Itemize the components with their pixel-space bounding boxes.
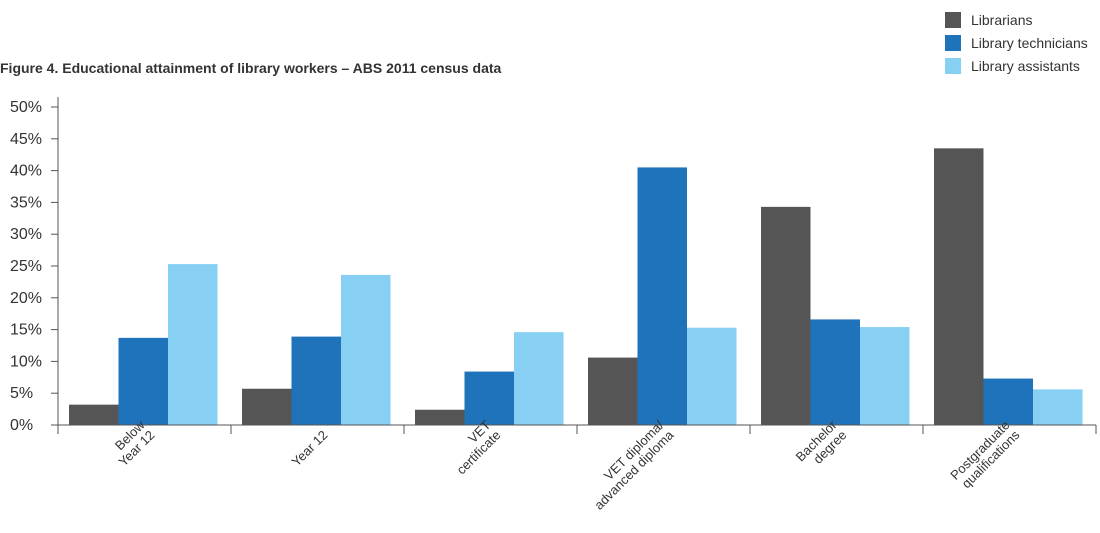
bar — [341, 274, 391, 425]
y-tick-label: 10% — [10, 353, 42, 370]
bar — [514, 332, 564, 425]
y-tick-label: 40% — [10, 163, 42, 180]
legend-swatch-library-technicians — [945, 34, 961, 51]
x-tick-label: Year 12 — [288, 427, 330, 469]
bar — [637, 167, 687, 426]
bar — [983, 378, 1033, 425]
y-tick-label: 35% — [10, 194, 42, 211]
y-tick-label: 45% — [10, 131, 42, 148]
y-tick-label: 50% — [10, 99, 42, 116]
bar — [588, 357, 638, 425]
legend: Librarians Library technicians Library a… — [945, 8, 1088, 77]
bar — [687, 327, 737, 425]
bar — [291, 336, 341, 425]
legend-label-librarians: Librarians — [971, 11, 1033, 28]
y-tick-label: 5% — [10, 385, 33, 402]
bar — [168, 264, 218, 425]
legend-item-library-technicians: Library technicians — [945, 31, 1088, 54]
legend-swatch-librarians — [945, 11, 961, 28]
legend-item-librarians: Librarians — [945, 8, 1088, 31]
legend-item-library-assistants: Library assistants — [945, 54, 1088, 77]
bar — [761, 206, 811, 425]
x-tick-label: VET diploma/advanced diploma — [591, 417, 677, 512]
y-tick-label: 25% — [10, 258, 42, 275]
legend-label-library-technicians: Library technicians — [971, 34, 1088, 51]
y-tick-label: 30% — [10, 226, 42, 243]
y-tick-label: 0% — [10, 417, 33, 434]
bar — [860, 327, 910, 425]
bar — [69, 404, 119, 425]
bar — [118, 337, 168, 425]
bar — [934, 148, 984, 425]
y-tick-label: 15% — [10, 322, 42, 339]
bar — [242, 388, 292, 425]
bar — [810, 319, 860, 425]
bar — [464, 371, 514, 425]
chart-title: Figure 4. Educational attainment of libr… — [0, 60, 502, 76]
x-tick-label-line: Year 12 — [288, 427, 330, 469]
bar — [1033, 389, 1083, 425]
legend-swatch-library-assistants — [945, 57, 961, 74]
bar — [415, 409, 465, 425]
y-tick-label: 20% — [10, 290, 42, 307]
legend-label-library-assistants: Library assistants — [971, 57, 1080, 74]
